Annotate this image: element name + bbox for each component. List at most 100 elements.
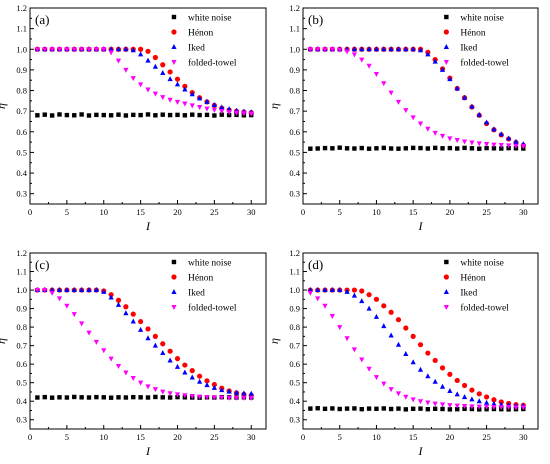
- y-axis-label: η: [0, 338, 8, 344]
- data-point: [513, 143, 519, 149]
- data-point: [123, 113, 129, 118]
- data-point: [388, 146, 394, 151]
- data-point: [403, 46, 409, 52]
- data-point: [506, 143, 512, 149]
- data-point: [241, 390, 247, 396]
- data-point: [145, 335, 151, 341]
- y-tick-label: 0.5: [289, 378, 300, 388]
- x-tick-label: 10: [372, 207, 381, 217]
- data-point: [197, 105, 203, 111]
- y-tick-label: 0.6: [16, 127, 27, 137]
- legend-label: Iked: [188, 44, 205, 54]
- x-tick-label: 25: [210, 207, 219, 217]
- data-point: [115, 46, 122, 52]
- data-point: [174, 81, 181, 87]
- data-point: [483, 119, 490, 125]
- x-tick-label: 25: [482, 432, 491, 442]
- data-point: [425, 146, 431, 151]
- data-point: [130, 376, 136, 382]
- y-tick-label: 0.9: [16, 65, 27, 75]
- data-point: [425, 51, 431, 57]
- data-point: [410, 115, 416, 121]
- series-hénon: [34, 46, 254, 116]
- legend-marker: [171, 305, 177, 310]
- data-point: [182, 362, 188, 368]
- data-point: [248, 390, 254, 396]
- data-point: [439, 402, 446, 408]
- data-point: [189, 103, 195, 109]
- data-point: [86, 113, 92, 118]
- data-point: [115, 301, 122, 307]
- data-point: [197, 394, 203, 400]
- data-point: [174, 76, 181, 82]
- data-point: [72, 394, 77, 400]
- y-axis-label: η: [267, 103, 281, 109]
- data-point: [94, 394, 99, 400]
- data-point: [145, 395, 151, 400]
- data-point: [410, 406, 416, 412]
- data-point: [160, 69, 166, 75]
- data-point: [153, 113, 158, 118]
- data-point: [174, 356, 181, 362]
- y-tick-label: 1.0: [16, 285, 27, 295]
- data-point: [410, 359, 416, 365]
- data-point: [491, 126, 497, 132]
- data-point: [476, 141, 482, 147]
- data-point: [49, 290, 55, 296]
- data-point: [123, 395, 129, 400]
- panel-label: (d): [308, 257, 323, 272]
- data-point: [307, 290, 313, 296]
- data-point: [403, 325, 409, 331]
- data-point: [461, 139, 468, 145]
- legend-label: folded-towel: [460, 58, 509, 69]
- data-point: [130, 47, 136, 53]
- data-point: [432, 378, 438, 384]
- data-point: [381, 406, 386, 411]
- legend-label: Hénon: [188, 29, 214, 39]
- data-point: [520, 144, 526, 150]
- data-point: [359, 57, 365, 63]
- data-point: [241, 111, 247, 117]
- data-point: [233, 110, 240, 116]
- y-tick-label: 1.0: [289, 44, 300, 54]
- data-point: [101, 47, 107, 53]
- data-point: [432, 58, 438, 64]
- data-point: [352, 406, 357, 411]
- data-point: [359, 298, 365, 304]
- data-point: [131, 112, 136, 118]
- x-tick-label: 10: [100, 207, 109, 217]
- y-tick-label: 1.2: [16, 3, 27, 13]
- data-point: [204, 106, 210, 112]
- data-point: [315, 296, 321, 302]
- legend-label: white noise: [460, 259, 504, 269]
- data-point: [138, 380, 144, 386]
- data-point: [145, 87, 151, 93]
- data-point: [167, 112, 173, 118]
- data-point: [307, 47, 313, 53]
- legend-label: white noise: [460, 14, 504, 24]
- data-point: [483, 394, 490, 400]
- data-point: [366, 292, 372, 298]
- data-point: [64, 47, 70, 53]
- data-point: [160, 112, 165, 117]
- data-point: [447, 371, 453, 377]
- data-point: [388, 46, 394, 52]
- data-point: [175, 112, 180, 118]
- y-tick-label: 1.2: [289, 3, 300, 13]
- data-point: [152, 333, 158, 339]
- data-point: [211, 395, 217, 401]
- legend-label: white noise: [188, 14, 232, 24]
- data-point: [226, 388, 232, 394]
- data-point: [233, 395, 240, 401]
- legend-label: Iked: [188, 289, 205, 299]
- legend-label: Iked: [460, 44, 477, 54]
- data-point: [366, 406, 372, 411]
- data-point: [93, 287, 99, 293]
- data-point: [330, 406, 335, 411]
- data-point: [381, 323, 387, 329]
- data-point: [388, 309, 394, 315]
- data-point: [145, 57, 151, 63]
- y-tick-label: 0.5: [289, 147, 300, 157]
- data-point: [138, 46, 144, 52]
